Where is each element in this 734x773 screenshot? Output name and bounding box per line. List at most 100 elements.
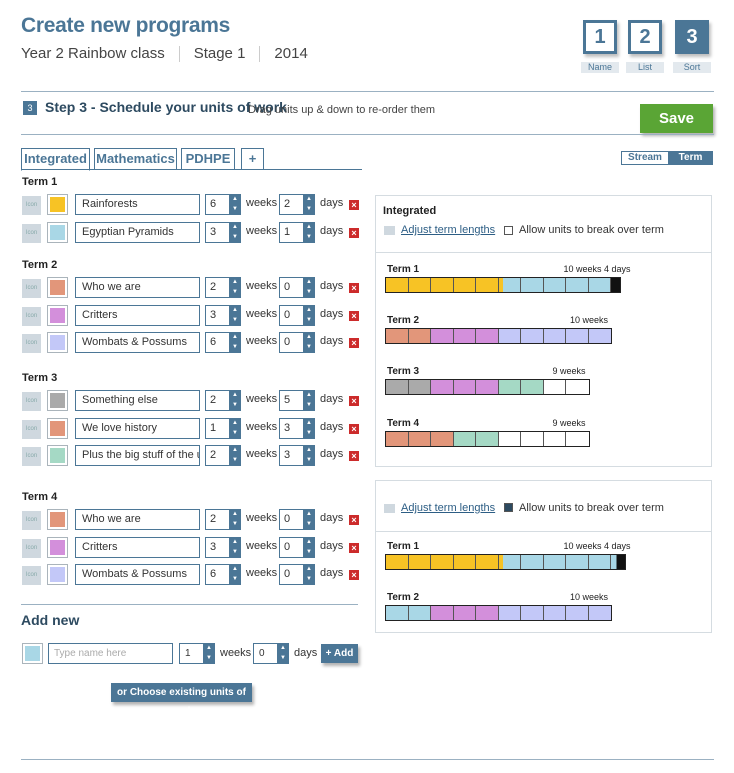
unit-icon[interactable]: Icon bbox=[22, 334, 41, 353]
color-swatch[interactable] bbox=[22, 643, 43, 664]
unit-name-input[interactable]: Who we are bbox=[75, 277, 200, 298]
allow-break-checkbox-2[interactable] bbox=[504, 503, 513, 512]
stepper-icon[interactable]: ▲ ▼ bbox=[303, 417, 315, 439]
delete-icon[interactable]: × bbox=[349, 515, 359, 525]
stepper-icon[interactable]: ▲ ▼ bbox=[229, 564, 241, 585]
stepper-icon[interactable]: ▲ ▼ bbox=[229, 390, 241, 411]
adjust-term-lengths-link[interactable]: Adjust term lengths bbox=[401, 224, 496, 236]
add-button[interactable]: + Add bbox=[321, 644, 358, 663]
unit-row[interactable]: Icon Wombats & Possums 6 ▲ ▼ weeks 0 ▲ ▼ day… bbox=[22, 332, 367, 354]
color-swatch[interactable] bbox=[47, 417, 68, 439]
stepper-icon[interactable]: ▲ ▼ bbox=[229, 332, 241, 353]
color-swatch[interactable] bbox=[47, 332, 68, 353]
color-swatch[interactable] bbox=[47, 564, 68, 585]
unit-icon[interactable]: Icon bbox=[22, 419, 41, 439]
unit-icon[interactable]: Icon bbox=[22, 511, 41, 530]
unit-name-input[interactable]: Who we are bbox=[75, 509, 200, 530]
stepper-icon[interactable]: ▲ ▼ bbox=[229, 221, 241, 243]
stepper-icon[interactable]: ▲ ▼ bbox=[229, 417, 241, 439]
weeks-input[interactable]: 3 ▲ ▼ bbox=[205, 221, 241, 243]
delete-icon[interactable]: × bbox=[349, 542, 359, 553]
unit-icon[interactable]: Icon bbox=[22, 538, 41, 558]
unit-name-input[interactable]: Plus the big stuff of the u bbox=[75, 445, 200, 466]
unit-icon[interactable]: Icon bbox=[22, 447, 41, 466]
days-input[interactable]: 0 ▲ ▼ bbox=[253, 643, 289, 664]
delete-icon[interactable]: × bbox=[349, 570, 359, 580]
unit-name-input[interactable]: Critters bbox=[75, 304, 200, 326]
color-swatch[interactable] bbox=[47, 194, 68, 215]
unit-icon[interactable]: Icon bbox=[22, 306, 41, 326]
color-swatch[interactable] bbox=[47, 390, 68, 411]
weeks-input[interactable]: 3 ▲ ▼ bbox=[205, 304, 241, 326]
weeks-input[interactable]: 1 ▲ ▼ bbox=[205, 417, 241, 439]
unit-row[interactable]: Icon We love history 1 ▲ ▼ weeks 3 ▲ ▼ days … bbox=[22, 417, 367, 440]
days-input[interactable]: 3 ▲ ▼ bbox=[279, 417, 315, 439]
unit-name-input[interactable]: Wombats & Possums bbox=[75, 564, 200, 585]
delete-icon[interactable]: × bbox=[349, 396, 359, 406]
weeks-input[interactable]: 2 ▲ ▼ bbox=[205, 445, 241, 466]
delete-icon[interactable]: × bbox=[349, 200, 359, 210]
unit-name-input[interactable]: Type name here bbox=[48, 643, 173, 664]
stepper-icon[interactable]: ▲ ▼ bbox=[303, 509, 315, 530]
weeks-input[interactable]: 6 ▲ ▼ bbox=[205, 194, 241, 215]
days-input[interactable]: 0 ▲ ▼ bbox=[279, 536, 315, 558]
days-input[interactable]: 2 ▲ ▼ bbox=[279, 194, 315, 215]
delete-icon[interactable]: × bbox=[349, 338, 359, 348]
stepper-icon[interactable]: ▲ ▼ bbox=[303, 390, 315, 411]
stepper-icon[interactable]: ▲ ▼ bbox=[229, 536, 241, 558]
stepper-icon[interactable]: ▲ ▼ bbox=[303, 564, 315, 585]
allow-break-checkbox[interactable] bbox=[504, 226, 513, 235]
step-2-button[interactable]: 2 bbox=[628, 20, 662, 54]
unit-name-input[interactable]: Something else bbox=[75, 390, 200, 411]
unit-row[interactable]: Icon Plus the big stuff of the u 2 ▲ ▼ wee… bbox=[22, 445, 367, 467]
unit-row[interactable]: Icon Who we are 2 ▲ ▼ weeks 0 ▲ ▼ days × bbox=[22, 277, 367, 299]
days-input[interactable]: 1 ▲ ▼ bbox=[279, 221, 315, 243]
unit-icon[interactable]: Icon bbox=[22, 196, 41, 215]
unit-name-input[interactable]: Critters bbox=[75, 536, 200, 558]
unit-row[interactable]: Icon Who we are 2 ▲ ▼ weeks 0 ▲ ▼ days × bbox=[22, 509, 367, 531]
delete-icon[interactable]: × bbox=[349, 283, 359, 293]
color-swatch[interactable] bbox=[47, 509, 68, 530]
stepper-icon[interactable]: ▲ ▼ bbox=[277, 643, 289, 664]
delete-icon[interactable]: × bbox=[349, 423, 359, 434]
days-input[interactable]: 0 ▲ ▼ bbox=[279, 564, 315, 585]
days-input[interactable]: 3 ▲ ▼ bbox=[279, 445, 315, 466]
step-1-button[interactable]: 1 bbox=[583, 20, 617, 54]
days-input[interactable]: 0 ▲ ▼ bbox=[279, 509, 315, 530]
unit-row[interactable]: Icon Egyptian Pyramids 3 ▲ ▼ weeks 1 ▲ ▼ day… bbox=[22, 221, 367, 244]
stepper-icon[interactable]: ▲ ▼ bbox=[229, 194, 241, 215]
add-tab-button[interactable]: + bbox=[241, 148, 264, 170]
unit-row[interactable]: Icon Rainforests 6 ▲ ▼ weeks 2 ▲ ▼ days × bbox=[22, 194, 367, 216]
choose-existing-button[interactable]: or Choose existing units of work bbox=[111, 683, 252, 717]
stepper-icon[interactable]: ▲ ▼ bbox=[303, 332, 315, 353]
stepper-icon[interactable]: ▲ ▼ bbox=[303, 194, 315, 215]
stepper-icon[interactable]: ▲ ▼ bbox=[303, 277, 315, 298]
color-swatch[interactable] bbox=[47, 277, 68, 298]
weeks-input[interactable]: 6 ▲ ▼ bbox=[205, 332, 241, 353]
weeks-input[interactable]: 3 ▲ ▼ bbox=[205, 536, 241, 558]
stepper-icon[interactable]: ▲ ▼ bbox=[303, 304, 315, 326]
adjust-term-lengths-link-2[interactable]: Adjust term lengths bbox=[401, 502, 496, 514]
color-swatch[interactable] bbox=[47, 445, 68, 466]
color-swatch[interactable] bbox=[47, 304, 68, 326]
delete-icon[interactable]: × bbox=[349, 310, 359, 321]
color-swatch[interactable] bbox=[47, 221, 68, 243]
stepper-icon[interactable]: ▲ ▼ bbox=[229, 509, 241, 530]
stepper-icon[interactable]: ▲ ▼ bbox=[229, 445, 241, 466]
stepper-icon[interactable]: ▲ ▼ bbox=[203, 643, 215, 664]
save-button[interactable]: Save bbox=[640, 104, 713, 133]
unit-row[interactable]: Icon Something else 2 ▲ ▼ weeks 5 ▲ ▼ days × bbox=[22, 390, 367, 412]
weeks-input[interactable]: 2 ▲ ▼ bbox=[205, 277, 241, 298]
stepper-icon[interactable]: ▲ ▼ bbox=[303, 536, 315, 558]
stream-toggle[interactable]: Stream bbox=[621, 151, 669, 165]
weeks-input[interactable]: 1 ▲ ▼ bbox=[179, 643, 215, 664]
days-input[interactable]: 0 ▲ ▼ bbox=[279, 277, 315, 298]
unit-icon[interactable]: Icon bbox=[22, 392, 41, 411]
stepper-icon[interactable]: ▲ ▼ bbox=[303, 445, 315, 466]
unit-name-input[interactable]: Egyptian Pyramids bbox=[75, 221, 200, 243]
color-swatch[interactable] bbox=[47, 536, 68, 558]
unit-icon[interactable]: Icon bbox=[22, 566, 41, 585]
tab-mathematics[interactable]: Mathematics bbox=[94, 148, 177, 170]
weeks-input[interactable]: 6 ▲ ▼ bbox=[205, 564, 241, 585]
weeks-input[interactable]: 2 ▲ ▼ bbox=[205, 509, 241, 530]
